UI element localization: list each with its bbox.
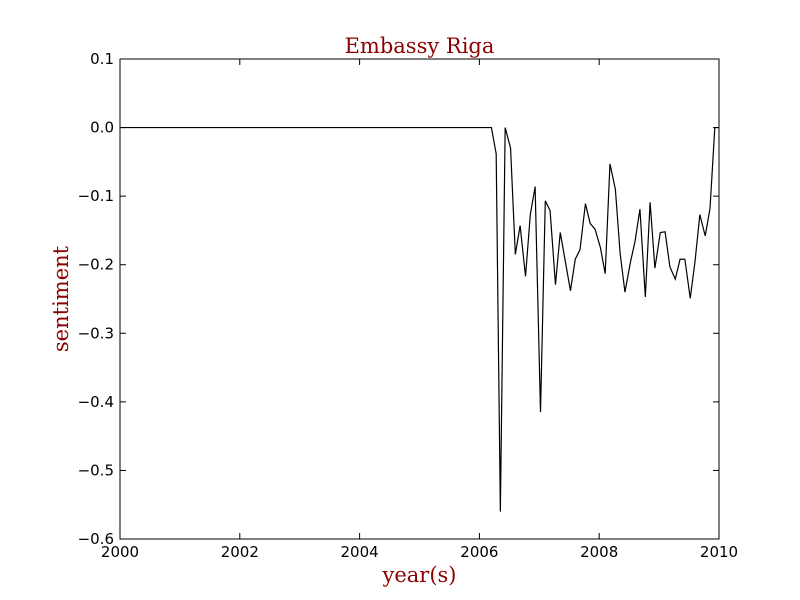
y-tick-label: −0.1 bbox=[78, 187, 114, 205]
plot-frame bbox=[119, 58, 720, 540]
y-tick-label: −0.5 bbox=[78, 461, 114, 479]
y-axis-label: sentiment bbox=[49, 245, 73, 352]
y-tick-label: −0.4 bbox=[78, 393, 114, 411]
tick-layer: 2000 2002 2004 2006 2008 2010 0.1 0.0 −0.1 −0.2 −0… bbox=[78, 50, 739, 561]
x-axis-label: year(s) bbox=[381, 563, 456, 587]
x-tick-label: 2000 bbox=[101, 543, 139, 561]
y-tick-label: −0.3 bbox=[78, 324, 114, 342]
chart-title: Embassy Riga bbox=[345, 34, 495, 58]
x-tick-label: 2004 bbox=[341, 543, 379, 561]
series-line bbox=[120, 126, 719, 512]
x-tick-label: 2010 bbox=[700, 543, 738, 561]
x-tick-label: 2008 bbox=[580, 543, 618, 561]
x-tick-label: 2006 bbox=[460, 543, 498, 561]
series-layer bbox=[120, 126, 719, 512]
x-tick-label: 2002 bbox=[221, 543, 259, 561]
y-tick-label: −0.6 bbox=[78, 530, 114, 548]
y-tick-label: −0.2 bbox=[78, 256, 114, 274]
y-tick-label: 0.0 bbox=[90, 119, 114, 137]
y-tick-label: 0.1 bbox=[90, 50, 114, 68]
